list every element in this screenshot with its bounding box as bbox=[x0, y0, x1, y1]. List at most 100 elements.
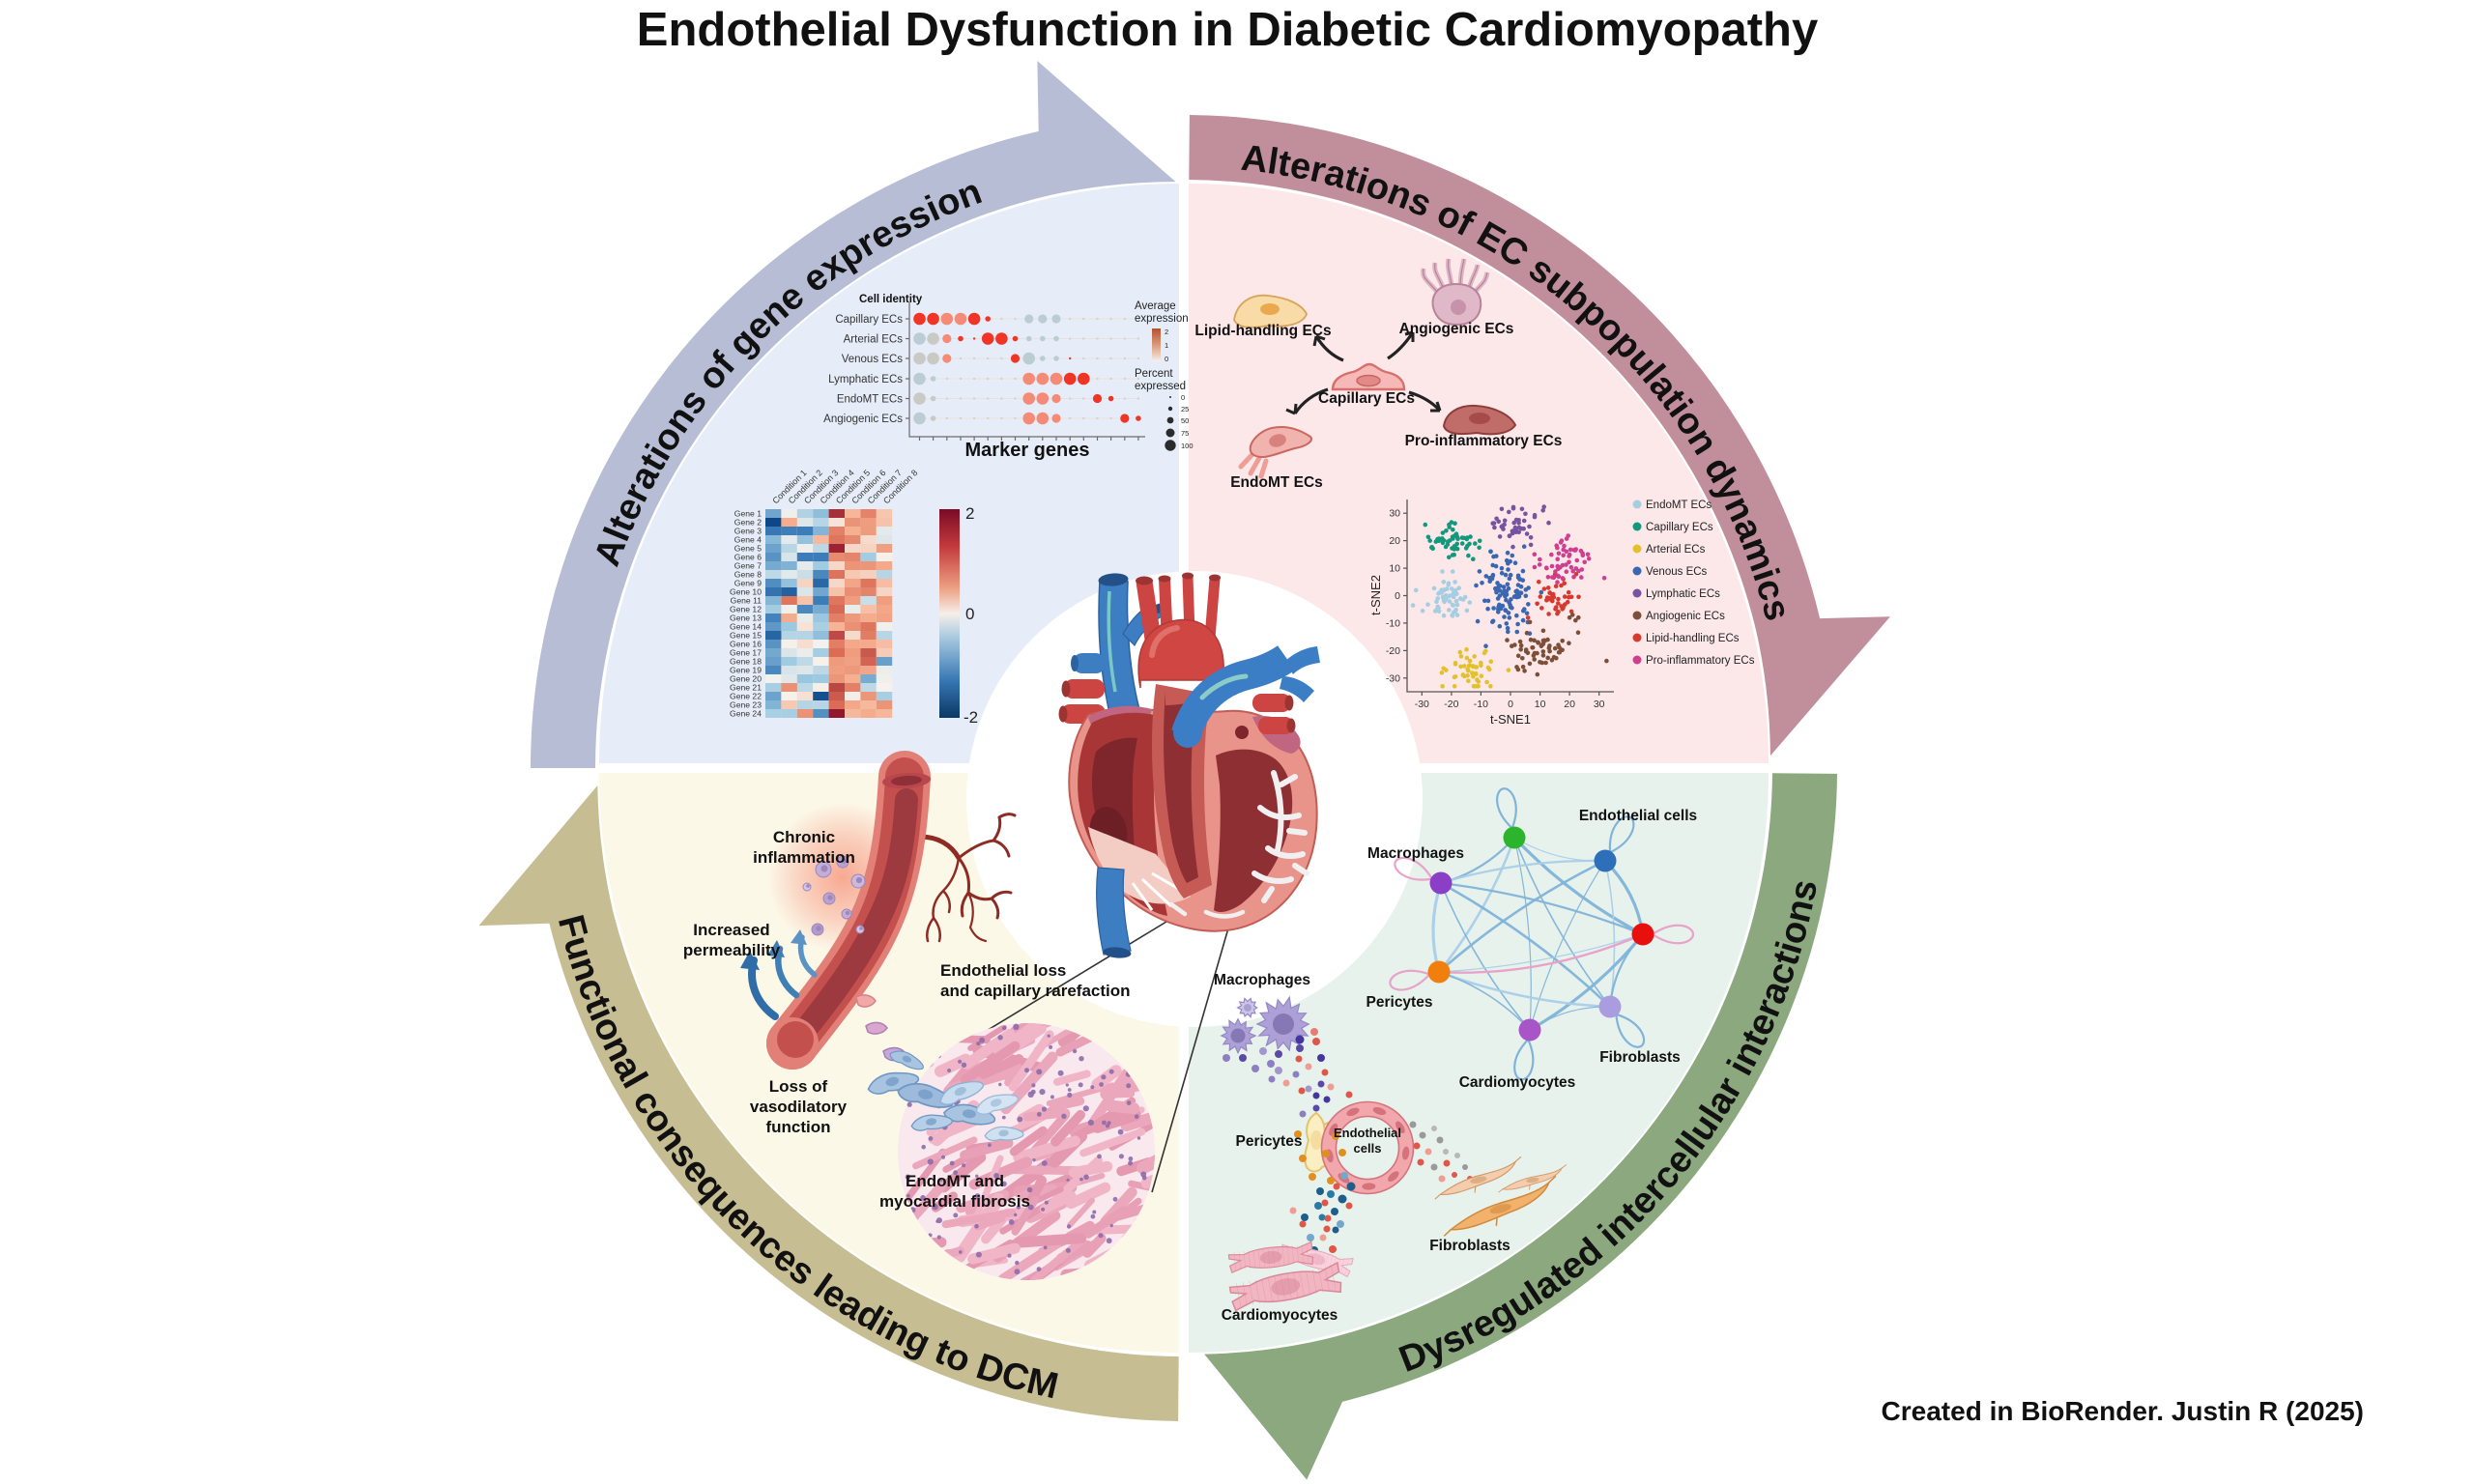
svg-text:Fibroblasts: Fibroblasts bbox=[1599, 1049, 1681, 1066]
svg-text:t-SNE2: t-SNE2 bbox=[1368, 575, 1383, 615]
svg-text:-30: -30 bbox=[1415, 699, 1429, 710]
svg-text:Venous ECs: Venous ECs bbox=[1646, 566, 1708, 578]
svg-text:EndoMT ECs: EndoMT ECs bbox=[1646, 499, 1712, 511]
svg-text:Capillary ECs: Capillary ECs bbox=[1646, 522, 1713, 533]
svg-text:20: 20 bbox=[1389, 535, 1400, 547]
svg-text:myocardial fibrosis: myocardial fibrosis bbox=[879, 1192, 1030, 1211]
svg-text:-20: -20 bbox=[1386, 645, 1400, 657]
svg-text:Increased: Increased bbox=[693, 921, 769, 939]
svg-text:-2: -2 bbox=[964, 708, 978, 727]
svg-text:EndoMT and: EndoMT and bbox=[906, 1172, 1004, 1190]
svg-text:Average: Average bbox=[1135, 300, 1176, 312]
svg-text:-10: -10 bbox=[1474, 699, 1488, 710]
svg-text:Macrophages: Macrophages bbox=[1367, 845, 1464, 862]
svg-text:Gene 13: Gene 13 bbox=[730, 614, 762, 623]
svg-text:Created in BioRender. Justin R: Created in BioRender. Justin R (2025) bbox=[1882, 1396, 2364, 1426]
svg-text:Gene 10: Gene 10 bbox=[730, 587, 762, 597]
svg-text:Pro-inflammatory ECs: Pro-inflammatory ECs bbox=[1646, 655, 1755, 667]
svg-text:permeability: permeability bbox=[683, 941, 781, 959]
svg-text:Cardiomyocytes: Cardiomyocytes bbox=[1222, 1307, 1338, 1324]
svg-text:Angiogenic ECs: Angiogenic ECs bbox=[1399, 321, 1514, 337]
svg-text:Gene 24: Gene 24 bbox=[730, 709, 762, 719]
svg-text:Gene 7: Gene 7 bbox=[734, 561, 762, 571]
svg-text:Pericytes: Pericytes bbox=[1236, 1133, 1303, 1150]
svg-text:Gene 11: Gene 11 bbox=[731, 596, 762, 606]
svg-text:Angiogenic ECs: Angiogenic ECs bbox=[823, 414, 903, 425]
svg-text:Pericytes: Pericytes bbox=[1366, 994, 1433, 1011]
svg-text:50: 50 bbox=[1181, 416, 1189, 425]
svg-text:20: 20 bbox=[1564, 699, 1575, 710]
svg-text:10: 10 bbox=[1389, 563, 1400, 575]
svg-text:Lipid-handling ECs: Lipid-handling ECs bbox=[1194, 323, 1331, 339]
svg-text:Gene 4: Gene 4 bbox=[734, 535, 762, 545]
svg-text:function: function bbox=[765, 1118, 830, 1136]
svg-text:Angiogenic ECs: Angiogenic ECs bbox=[1646, 611, 1725, 622]
svg-text:-20: -20 bbox=[1444, 699, 1458, 710]
svg-text:Gene 21: Gene 21 bbox=[730, 683, 762, 693]
svg-text:Percent: Percent bbox=[1135, 368, 1173, 380]
svg-text:Gene 20: Gene 20 bbox=[730, 674, 762, 684]
svg-text:Arterial ECs: Arterial ECs bbox=[1646, 544, 1706, 556]
svg-text:Gene 9: Gene 9 bbox=[734, 579, 762, 588]
svg-text:Gene 19: Gene 19 bbox=[730, 666, 762, 675]
svg-text:Endothelial: Endothelial bbox=[1334, 1126, 1401, 1140]
svg-text:Gene 17: Gene 17 bbox=[730, 648, 762, 658]
svg-text:100: 100 bbox=[1181, 442, 1194, 450]
svg-text:vasodilatory: vasodilatory bbox=[750, 1098, 848, 1116]
svg-text:Gene 8: Gene 8 bbox=[734, 570, 762, 580]
svg-text:0: 0 bbox=[1165, 355, 1168, 363]
svg-text:2: 2 bbox=[1165, 328, 1168, 336]
svg-text:t-SNE1: t-SNE1 bbox=[1490, 712, 1531, 727]
svg-text:cells: cells bbox=[1354, 1141, 1382, 1156]
svg-text:Arterial ECs: Arterial ECs bbox=[844, 334, 904, 346]
svg-text:30: 30 bbox=[1389, 508, 1400, 520]
svg-text:0: 0 bbox=[1395, 590, 1400, 602]
svg-text:Gene 18: Gene 18 bbox=[730, 657, 762, 667]
svg-text:0: 0 bbox=[965, 605, 974, 623]
svg-text:Gene 22: Gene 22 bbox=[730, 692, 762, 701]
svg-text:-30: -30 bbox=[1386, 672, 1400, 684]
svg-text:Fibroblasts: Fibroblasts bbox=[1429, 1238, 1510, 1254]
svg-text:EndoMT ECs: EndoMT ECs bbox=[1230, 474, 1323, 491]
svg-text:Lymphatic ECs: Lymphatic ECs bbox=[828, 374, 903, 385]
svg-text:Capillary ECs: Capillary ECs bbox=[835, 314, 903, 326]
svg-text:2: 2 bbox=[965, 504, 974, 523]
svg-text:Gene 14: Gene 14 bbox=[730, 622, 762, 632]
svg-text:Gene 12: Gene 12 bbox=[730, 605, 762, 614]
svg-text:Gene 3: Gene 3 bbox=[734, 527, 762, 536]
svg-text:inflammation: inflammation bbox=[753, 848, 855, 867]
svg-text:0: 0 bbox=[1508, 699, 1513, 710]
svg-text:Marker genes: Marker genes bbox=[965, 440, 1090, 461]
svg-text:Gene 6: Gene 6 bbox=[734, 553, 762, 562]
svg-text:25: 25 bbox=[1181, 405, 1189, 414]
svg-text:Gene 5: Gene 5 bbox=[734, 544, 762, 554]
svg-text:expression: expression bbox=[1135, 313, 1189, 325]
svg-text:Lymphatic ECs: Lymphatic ECs bbox=[1646, 588, 1720, 600]
svg-text:Pro-inflammatory ECs: Pro-inflammatory ECs bbox=[1405, 433, 1563, 449]
svg-text:10: 10 bbox=[1535, 699, 1546, 710]
svg-text:Capillary ECs: Capillary ECs bbox=[1318, 390, 1415, 407]
svg-text:Cardiomyocytes: Cardiomyocytes bbox=[1459, 1074, 1576, 1091]
svg-text:Venous ECs: Venous ECs bbox=[842, 354, 904, 365]
svg-text:1: 1 bbox=[1165, 341, 1168, 350]
svg-text:Endothelial Dysfunction in Dia: Endothelial Dysfunction in Diabetic Card… bbox=[637, 4, 1818, 56]
svg-text:Endothelial loss: Endothelial loss bbox=[940, 961, 1066, 980]
svg-text:Gene 16: Gene 16 bbox=[730, 640, 762, 649]
svg-text:Loss of: Loss of bbox=[769, 1077, 828, 1096]
svg-text:30: 30 bbox=[1594, 699, 1605, 710]
svg-text:Macrophages: Macrophages bbox=[1214, 972, 1310, 988]
svg-text:-10: -10 bbox=[1386, 617, 1400, 629]
svg-text:and capillary rarefaction: and capillary rarefaction bbox=[940, 982, 1131, 1000]
svg-text:Chronic: Chronic bbox=[773, 828, 835, 846]
svg-text:Gene 1: Gene 1 bbox=[734, 509, 762, 519]
svg-text:75: 75 bbox=[1181, 429, 1189, 438]
svg-text:Cell identity: Cell identity bbox=[859, 294, 923, 305]
svg-text:Gene 23: Gene 23 bbox=[730, 700, 762, 710]
svg-text:Gene 2: Gene 2 bbox=[734, 518, 762, 528]
svg-text:0: 0 bbox=[1181, 393, 1185, 402]
svg-text:Endothelial cells: Endothelial cells bbox=[1579, 808, 1697, 824]
svg-text:expressed: expressed bbox=[1135, 381, 1186, 392]
svg-text:EndoMT ECs: EndoMT ECs bbox=[837, 394, 903, 406]
svg-text:Lipid-handling ECs: Lipid-handling ECs bbox=[1646, 633, 1740, 644]
svg-text:Gene 15: Gene 15 bbox=[730, 631, 762, 641]
